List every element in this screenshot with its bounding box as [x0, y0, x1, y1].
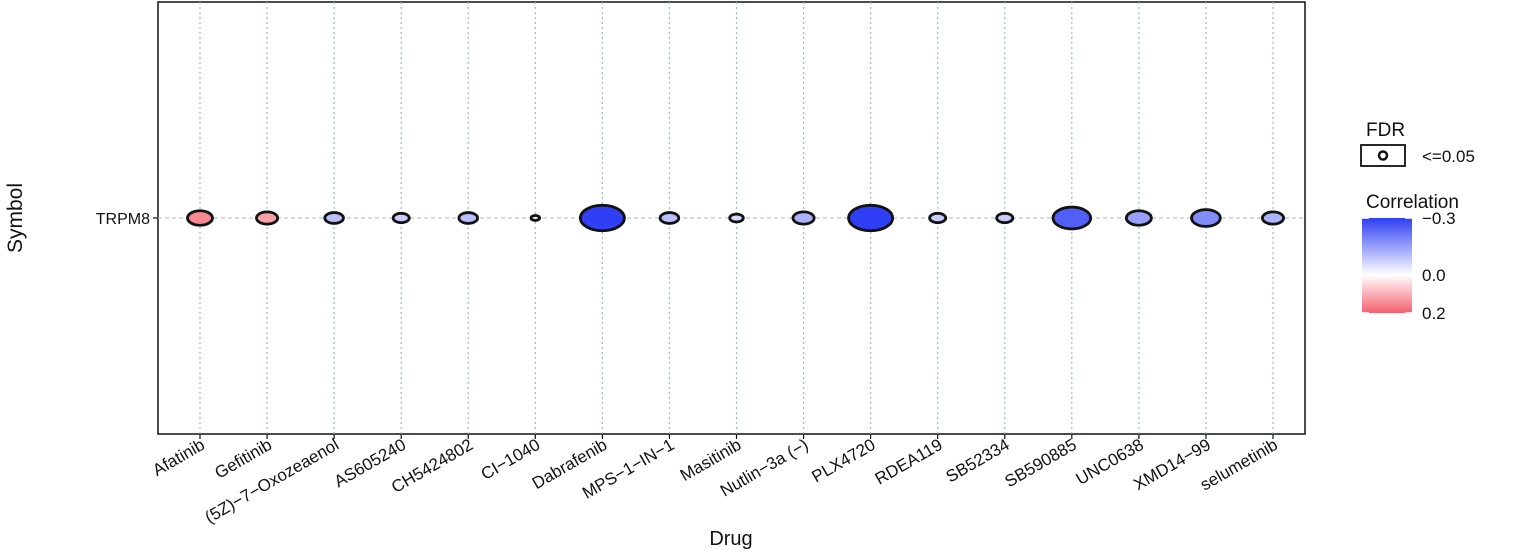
fdr-legend-title: FDR — [1366, 120, 1405, 141]
point-trpm8-12 — [995, 211, 1015, 225]
colorbar-tick-label: −0.3 — [1422, 209, 1456, 228]
point-trpm8-15 — [1190, 208, 1222, 228]
point-trpm8-2 — [323, 211, 345, 225]
y-tick-label: TRPM8 — [96, 211, 150, 228]
x-tick-label: RDEA119 — [872, 435, 946, 489]
y-axis-label: Symbol — [4, 183, 27, 253]
colorbar-tick-label: 0.2 — [1422, 304, 1446, 323]
point-trpm8-5 — [529, 214, 541, 222]
point-trpm8-0 — [186, 209, 214, 227]
colorbar-tick-label: 0.0 — [1422, 266, 1446, 285]
point-trpm8-10 — [847, 203, 895, 233]
point-trpm8-8 — [728, 212, 745, 224]
x-tick-label: Afatinib — [149, 435, 208, 480]
point-trpm8-6 — [578, 203, 626, 233]
x-tick-label: PLX4720 — [809, 435, 879, 486]
x-axis-label: Drug — [709, 528, 752, 550]
point-trpm8-1 — [255, 210, 280, 226]
point-trpm8-4 — [457, 211, 479, 225]
point-trpm8-9 — [791, 210, 816, 226]
x-tick-label: SB590885 — [1002, 435, 1080, 491]
x-tick-label: SB52334 — [943, 435, 1013, 486]
point-trpm8-16 — [1261, 210, 1286, 226]
point-trpm8-7 — [658, 211, 681, 225]
point-trpm8-13 — [1051, 205, 1093, 231]
point-trpm8-11 — [928, 211, 948, 225]
point-trpm8-3 — [391, 211, 411, 225]
point-trpm8-14 — [1124, 209, 1153, 227]
fdr-legend-label: <=0.05 — [1422, 147, 1475, 166]
correlation-legend-title: Correlation — [1366, 192, 1459, 213]
x-tick-label: selumetinib — [1197, 435, 1281, 494]
fdr-legend-marker — [1377, 150, 1389, 161]
correlation-colorbar — [1362, 218, 1412, 313]
